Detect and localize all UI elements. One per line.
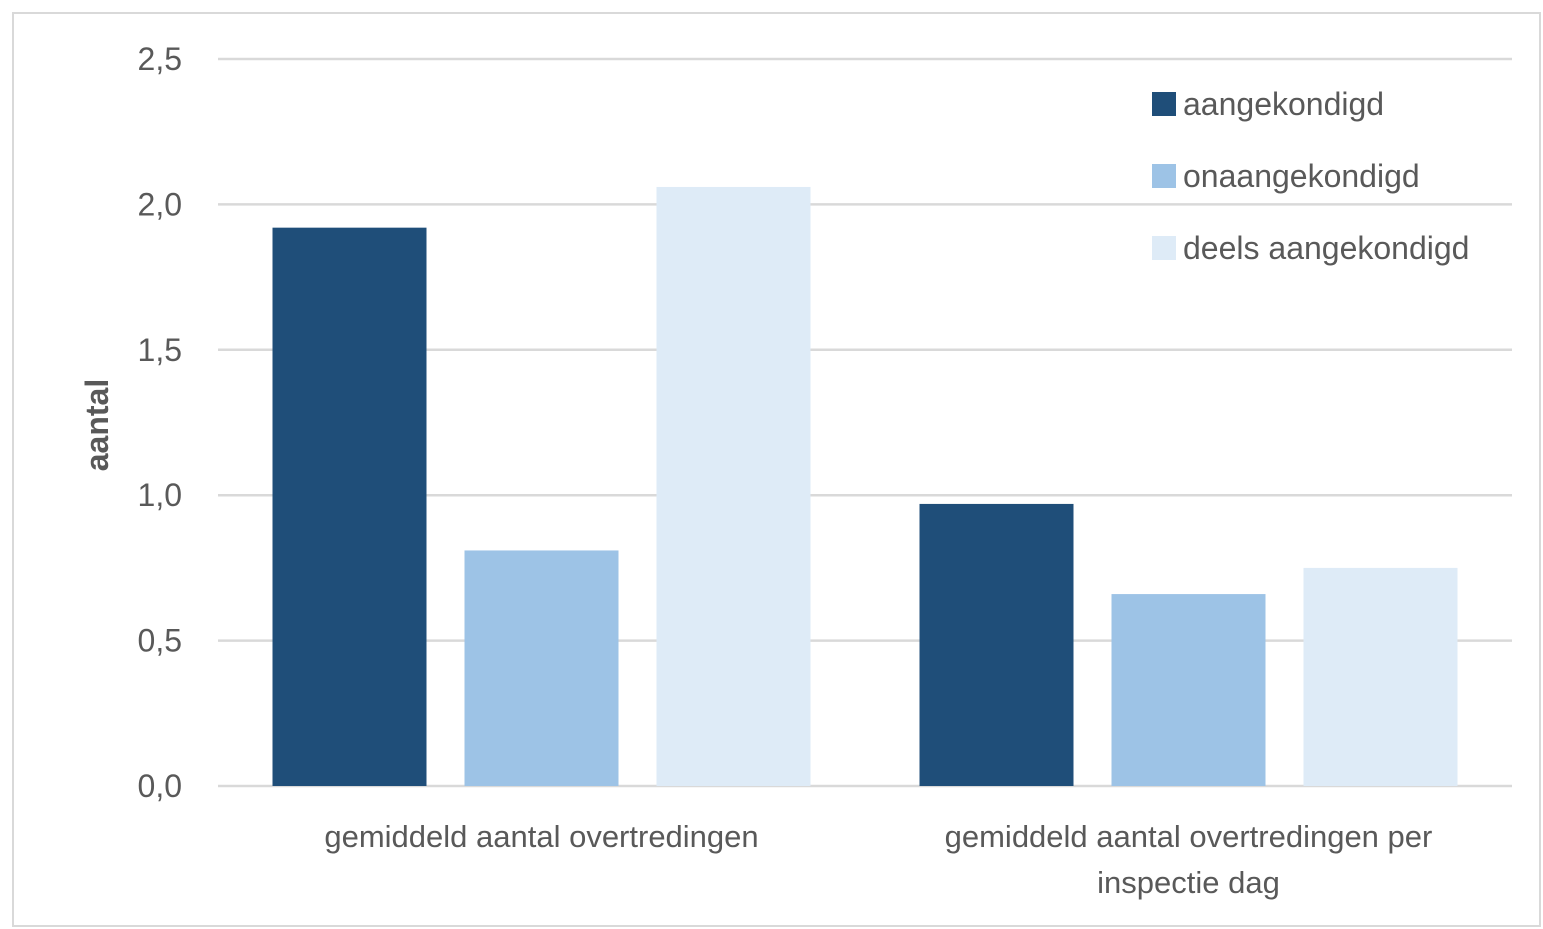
x-tick-label: gemiddeld aantal overtredingen per [945,819,1433,854]
legend-swatch [1152,236,1176,260]
legend-swatch [1152,164,1176,188]
y-axis-ticks: 0,0 0,5 1,0 1,5 2,0 2,5 [138,41,182,804]
legend-label: deels aangekondigd [1183,230,1469,266]
x-tick-label: inspectie dag [1097,865,1280,900]
x-axis-labels: gemiddeld aantal overtredingen gemiddeld … [324,819,1432,900]
bar [464,550,619,786]
legend: aangekondigd onaangekondigd deels aangekon… [1152,86,1469,266]
y-tick-label: 0,5 [138,623,182,659]
chart-frame [12,12,1541,927]
bar [1111,594,1266,786]
y-axis-label: aantal [79,379,115,471]
gridlines [218,57,1512,788]
legend-swatch [1152,92,1176,116]
x-tick-label: gemiddeld aantal overtredingen [324,819,758,854]
bar [1303,567,1458,786]
bar [919,503,1074,786]
bar [272,227,427,786]
y-tick-label: 1,0 [138,477,182,513]
bar [656,186,811,786]
y-tick-label: 2,5 [138,41,182,77]
y-tick-label: 1,5 [138,332,182,368]
legend-label: onaangekondigd [1183,158,1420,194]
y-tick-label: 0,0 [138,768,182,804]
y-tick-label: 2,0 [138,186,182,222]
legend-label: aangekondigd [1183,86,1384,122]
bars [272,186,1458,786]
